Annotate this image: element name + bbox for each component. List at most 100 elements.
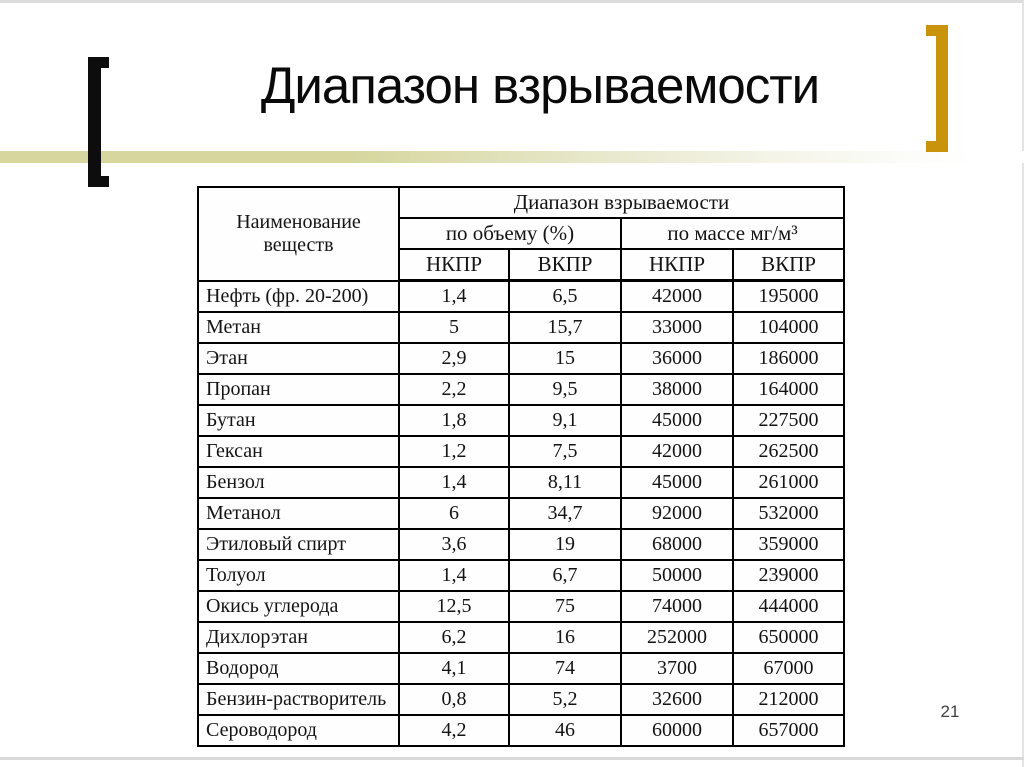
col-header-by-volume: по объему (%) (398, 217, 622, 250)
limit-value-cell: 6,2 (398, 621, 510, 654)
limit-value-cell: 6 (398, 497, 510, 530)
col-header-group-title: Диапазон взрываемости (397, 186, 846, 219)
slide-top-edge (0, 0, 1024, 3)
slide-right-edge (1022, 0, 1024, 767)
limit-value-cell: 45000 (620, 404, 734, 437)
limit-value-cell: 34,7 (508, 497, 622, 530)
table-row: Дихлорэтан 6,2 16 252000 650000 (197, 621, 846, 654)
table-row: Толуол 1,4 6,7 50000 239000 (197, 559, 846, 592)
limit-value-cell: 2,9 (398, 342, 510, 375)
limit-value-cell: 1,8 (398, 404, 510, 437)
col-header-substance: Наименование веществ (197, 186, 400, 282)
limit-value-cell: 657000 (731, 714, 846, 747)
limit-value-cell: 32600 (620, 683, 734, 716)
limit-value-cell: 9,1 (508, 404, 622, 437)
limit-value-cell: 164000 (731, 373, 846, 406)
header-row-group: Наименование веществ Диапазон взрываемос… (197, 186, 846, 282)
right-bracket-decoration (926, 25, 948, 152)
limit-value-cell: 104000 (731, 311, 846, 344)
limit-value-cell: 74000 (620, 590, 734, 623)
substance-name-cell: Этиловый спирт (197, 528, 400, 561)
limit-value-cell: 261000 (731, 466, 846, 499)
substance-name-cell: Дихлорэтан (197, 621, 400, 654)
limit-value-cell: 195000 (731, 279, 846, 313)
col-header-vkpr-mass: ВКПР (731, 248, 846, 282)
limit-value-cell: 5,2 (508, 683, 622, 716)
page-number: 21 (940, 702, 960, 721)
limit-value-cell: 6,5 (508, 279, 622, 313)
limit-value-cell: 42000 (620, 435, 734, 468)
table-row: Этиловый спирт 3,6 19 68000 359000 (197, 528, 846, 561)
table-row: Метанол 6 34,7 92000 532000 (197, 497, 846, 530)
limit-value-cell: 1,4 (398, 279, 510, 313)
header-row-units: по объему (%) по массе мг/м³ (198, 217, 846, 250)
substance-name-cell: Пропан (197, 373, 400, 406)
limit-value-cell: 6,7 (508, 559, 622, 592)
limit-value-cell: 1,2 (398, 435, 510, 468)
limit-value-cell: 60000 (620, 714, 734, 747)
table-container: Наименование веществ Диапазон взрываемос… (197, 186, 846, 747)
limit-value-cell: 359000 (731, 528, 846, 561)
limit-value-cell: 36000 (620, 342, 734, 375)
limit-value-cell: 8,11 (508, 466, 622, 499)
limit-value-cell: 46 (508, 714, 622, 747)
limit-value-cell: 7,5 (508, 435, 622, 468)
limit-value-cell: 12,5 (398, 590, 510, 623)
limit-value-cell: 252000 (620, 621, 734, 654)
limit-value-cell: 15 (508, 342, 622, 375)
limit-value-cell: 75 (508, 590, 622, 623)
table-row: Окись углерода 12,5 75 74000 444000 (197, 590, 846, 623)
limit-value-cell: 1,4 (398, 466, 510, 499)
limit-value-cell: 1,4 (398, 559, 510, 592)
limit-value-cell: 444000 (731, 590, 846, 623)
limit-value-cell: 67000 (731, 652, 846, 685)
table-row: Этан 2,9 15 36000 186000 (197, 342, 846, 375)
limit-value-cell: 239000 (731, 559, 846, 592)
table-row: Бутан 1,8 9,1 45000 227500 (197, 404, 846, 437)
limit-value-cell: 212000 (731, 683, 846, 716)
table-row: Сероводород 4,2 46 60000 657000 (197, 714, 846, 747)
limit-value-cell: 2,2 (398, 373, 510, 406)
slide-bottom-edge (0, 757, 1024, 760)
substance-name-cell: Толуол (197, 559, 400, 592)
substance-name-cell: Этан (197, 342, 400, 375)
table-row: Пропан 2,2 9,5 38000 164000 (197, 373, 846, 406)
limit-value-cell: 92000 (620, 497, 734, 530)
substance-name-cell: Водород (197, 652, 400, 685)
limit-value-cell: 3,6 (398, 528, 510, 561)
accent-band (0, 151, 1024, 163)
left-bracket-decoration (88, 57, 109, 187)
substance-name-cell: Метан (197, 311, 400, 344)
table-row: Гексан 1,2 7,5 42000 262500 (197, 435, 846, 468)
table-row: Бензин-растворитель 0,8 5,2 32600 212000 (197, 683, 846, 716)
limit-value-cell: 650000 (731, 621, 846, 654)
table-row: Бензол 1,4 8,11 45000 261000 (197, 466, 846, 499)
limit-value-cell: 4,1 (398, 652, 510, 685)
limit-value-cell: 5 (398, 311, 510, 344)
limit-value-cell: 186000 (731, 342, 846, 375)
limit-value-cell: 50000 (620, 559, 734, 592)
col-header-nkpr-volume: НКПР (398, 248, 510, 282)
limit-value-cell: 42000 (620, 279, 734, 313)
limit-value-cell: 9,5 (508, 373, 622, 406)
substance-name-cell: Гексан (197, 435, 400, 468)
limit-value-cell: 227500 (731, 404, 846, 437)
table-row: Нефть (фр. 20-200) 1,4 6,5 42000 195000 (197, 279, 846, 313)
col-header-by-mass: по массе мг/м³ (619, 217, 846, 250)
limit-value-cell: 532000 (731, 497, 846, 530)
substance-name-cell: Окись углерода (197, 590, 400, 623)
limit-value-cell: 16 (508, 621, 622, 654)
header-row-limits: НКПР ВКПР НКПР ВКПР (198, 248, 846, 282)
limit-value-cell: 33000 (620, 311, 734, 344)
substance-name-cell: Сероводород (197, 714, 400, 747)
limit-value-cell: 38000 (620, 373, 734, 406)
substance-name-cell: Нефть (фр. 20-200) (197, 279, 400, 313)
slide-title: Диапазон взрываемости (260, 57, 820, 114)
explosion-range-table: Наименование веществ Диапазон взрываемос… (197, 186, 846, 747)
table-row: Водород 4,1 74 3700 67000 (197, 652, 846, 685)
substance-name-cell: Метанол (197, 497, 400, 530)
substance-name-cell: Бензол (197, 466, 400, 499)
col-header-nkpr-mass: НКПР (620, 248, 734, 282)
limit-value-cell: 4,2 (398, 714, 510, 747)
